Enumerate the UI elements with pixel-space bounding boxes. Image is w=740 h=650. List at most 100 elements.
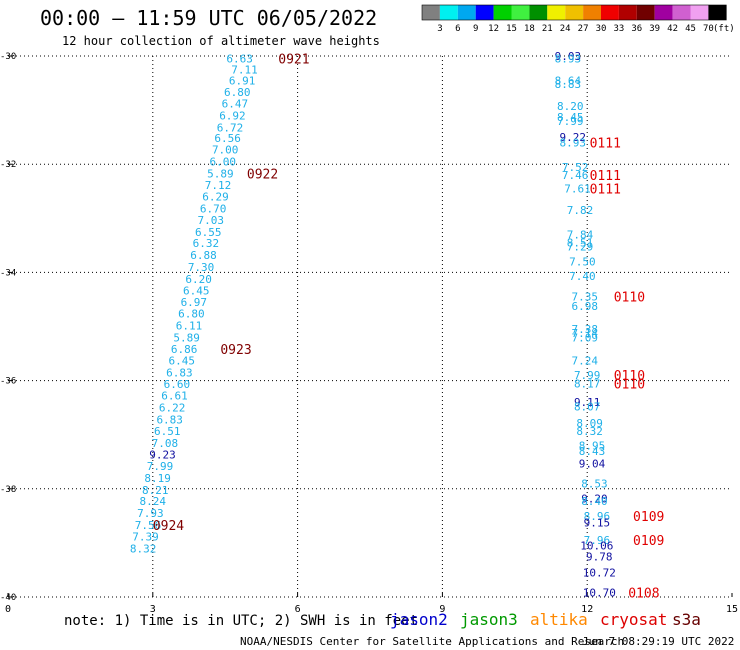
wave-height-point: 7.30 (188, 261, 215, 274)
wave-height-point: 5.89 (207, 167, 234, 180)
wave-height-point: 7.50 (569, 256, 596, 269)
wave-height-point: 10.72 (583, 567, 616, 580)
color-scale-tick: 45 (685, 24, 696, 34)
wave-height-point: 6.63 (226, 53, 253, 66)
y-tick-label: -38 (0, 485, 16, 495)
color-swatch (547, 5, 566, 20)
wave-height-point: 7.61 (564, 183, 591, 196)
wave-height-point: 8.53 (581, 477, 608, 490)
color-scale-tick: 33 (613, 24, 624, 34)
footer-timestamp: Jun 7 08:29:19 UTC 2022 (582, 635, 734, 648)
color-scale-tick: 70 (703, 24, 714, 34)
wave-height-point: 8.20 (557, 100, 584, 113)
wave-height-point: 7.56 (135, 519, 162, 532)
wave-height-point: 7.38 (572, 323, 599, 336)
color-scale-tick: 9 (473, 24, 478, 34)
wave-height-point: 6.32 (193, 237, 220, 250)
wave-height-point: 7.93 (137, 507, 164, 520)
wave-height-point: 8.17 (574, 377, 601, 390)
color-swatch (475, 5, 494, 20)
wave-height-point: 7.11 (231, 64, 258, 77)
wave-height-point: 7.29 (567, 240, 594, 253)
color-swatch (690, 5, 709, 20)
wave-height-point: 6.55 (195, 226, 222, 239)
color-swatch (439, 5, 458, 20)
wave-height-point: 6.00 (210, 155, 237, 168)
wave-height-point: 7.99 (574, 369, 601, 382)
color-scale-tick: 12 (488, 24, 499, 34)
data-marks: 6.637.116.916.806.476.926.726.567.006.00… (130, 50, 664, 602)
wave-height-point: 7.14 (572, 327, 599, 340)
color-scale-unit: (ft) (713, 24, 735, 34)
legend-s3a: s3a (672, 610, 701, 629)
wave-height-point: 6.83 (166, 366, 193, 379)
color-swatch (618, 5, 637, 20)
color-swatch (636, 5, 655, 20)
color-scale-tick: 3 (437, 24, 442, 34)
wave-height-point: 7.00 (212, 144, 239, 157)
wave-height-point: 8.51 (567, 237, 594, 250)
color-scale-bar: 3 6 9 12 15 18 21 24 27 30 33 36 39 42 45 70 (421, 4, 727, 34)
wave-height-point: 6.91 (229, 74, 256, 87)
wave-height-point: 8.21 (142, 484, 169, 497)
wave-height-point: 7.35 (572, 291, 599, 304)
wave-height-point: 8.19 (144, 472, 171, 485)
pass-time-label: 0921 (278, 53, 309, 68)
pass-time-label: 0109 (633, 534, 664, 549)
color-scale-tick: 42 (667, 24, 678, 34)
footer-note: note: 1) Time is in UTC; 2) SWH is in fe… (64, 613, 418, 629)
wave-height-point: 8.43 (579, 445, 606, 458)
wave-height-point: 5.89 (173, 331, 200, 344)
wave-height-point: 8.07 (574, 401, 601, 414)
wave-height-point: 6.45 (183, 284, 210, 297)
wave-height-point: 7.99 (147, 460, 174, 473)
footer-credit: NOAA/NESDIS Center for Satellite Applica… (240, 635, 624, 648)
wave-height-point: 8.95 (579, 440, 606, 453)
wave-height-point: 9.78 (586, 550, 613, 563)
color-swatch (422, 5, 440, 20)
legend-jason3: jason3 (460, 610, 518, 629)
wave-height-point: 6.56 (214, 132, 241, 145)
wave-height-point: 7.46 (562, 169, 589, 182)
pass-time-label: 0108 (628, 587, 659, 602)
wave-height-point: 6.86 (171, 343, 198, 356)
wave-height-point: 8.64 (555, 74, 582, 87)
wave-height-point: 6.45 (169, 355, 196, 368)
color-scale-tick: 15 (506, 24, 517, 34)
color-swatch (511, 5, 530, 20)
wave-height-point: 6.92 (219, 110, 246, 123)
x-tick-label: 15 (726, 604, 738, 615)
color-swatch (672, 5, 691, 20)
wave-height-point: 6.98 (572, 300, 599, 313)
wave-height-point: 7.96 (584, 534, 611, 547)
x-tick-label: 0 (5, 604, 11, 615)
y-tick-label: -30 (0, 52, 16, 62)
pass-time-label: 0923 (220, 343, 251, 358)
wave-height-point: 9.03 (555, 50, 582, 63)
color-swatch (601, 5, 619, 20)
wave-height-point: 6.22 (159, 402, 186, 415)
pass-time-label: 0110 (614, 369, 645, 384)
y-tick-label: -34 (0, 268, 16, 278)
x-tick-label: 12 (581, 604, 593, 615)
wave-height-point: 8.24 (140, 495, 167, 508)
wave-height-point: 6.88 (190, 249, 217, 262)
wave-height-point: 7.52 (562, 161, 589, 174)
legend-cryosat: cryosat (600, 610, 667, 629)
wave-height-point: 7.08 (152, 437, 179, 450)
wave-height-point: 8.40 (581, 495, 608, 508)
wave-height-point: 8.32 (576, 425, 603, 438)
wave-height-point: 8.09 (576, 417, 603, 430)
plot-grid (8, 55, 732, 598)
wave-height-point: 7.39 (132, 530, 159, 543)
color-swatch (654, 5, 673, 20)
color-swatch (529, 5, 548, 20)
wave-height-point: 8.32 (130, 542, 157, 555)
legend-altika: altika (530, 610, 588, 629)
wave-height-point: 7.82 (567, 204, 594, 217)
wave-height-point: 9.04 (579, 457, 606, 470)
wave-height-point: 6.80 (224, 86, 251, 99)
color-swatch (708, 5, 727, 20)
